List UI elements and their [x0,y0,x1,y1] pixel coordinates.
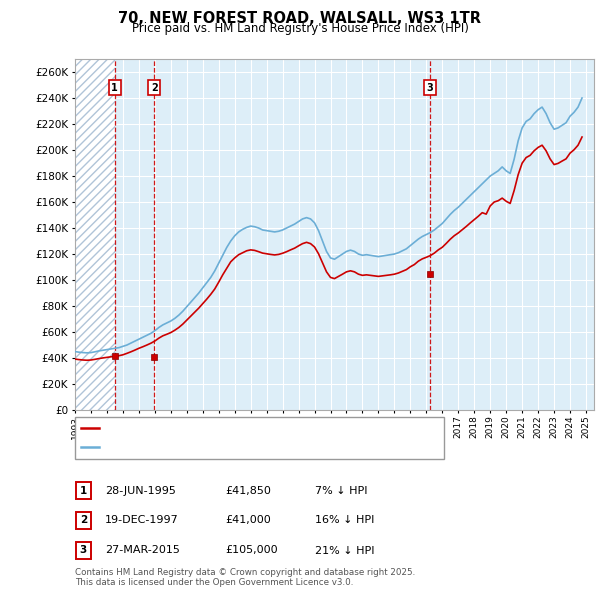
Text: 70, NEW FOREST ROAD, WALSALL, WS3 1TR (semi-detached house): 70, NEW FOREST ROAD, WALSALL, WS3 1TR (s… [103,424,425,432]
Text: HPI: Average price, semi-detached house, Walsall: HPI: Average price, semi-detached house,… [103,442,338,451]
Text: 28-JUN-1995: 28-JUN-1995 [105,486,176,496]
Text: 3: 3 [80,546,87,555]
Text: 2: 2 [80,516,87,525]
Text: 7% ↓ HPI: 7% ↓ HPI [315,486,367,496]
Text: £41,000: £41,000 [225,516,271,525]
FancyBboxPatch shape [75,417,444,459]
FancyBboxPatch shape [76,483,91,499]
Text: £105,000: £105,000 [225,546,278,555]
Text: Contains HM Land Registry data © Crown copyright and database right 2025.
This d: Contains HM Land Registry data © Crown c… [75,568,415,587]
Text: 1: 1 [112,83,118,93]
Text: 70, NEW FOREST ROAD, WALSALL, WS3 1TR: 70, NEW FOREST ROAD, WALSALL, WS3 1TR [119,11,482,25]
Text: 19-DEC-1997: 19-DEC-1997 [105,516,179,525]
Text: 1: 1 [80,486,87,496]
Text: Price paid vs. HM Land Registry's House Price Index (HPI): Price paid vs. HM Land Registry's House … [131,22,469,35]
Text: 2: 2 [151,83,158,93]
Text: 16% ↓ HPI: 16% ↓ HPI [315,516,374,525]
Text: £41,850: £41,850 [225,486,271,496]
Text: 3: 3 [427,83,433,93]
FancyBboxPatch shape [76,542,91,559]
Text: 21% ↓ HPI: 21% ↓ HPI [315,546,374,555]
FancyBboxPatch shape [76,512,91,529]
Text: 27-MAR-2015: 27-MAR-2015 [105,546,180,555]
